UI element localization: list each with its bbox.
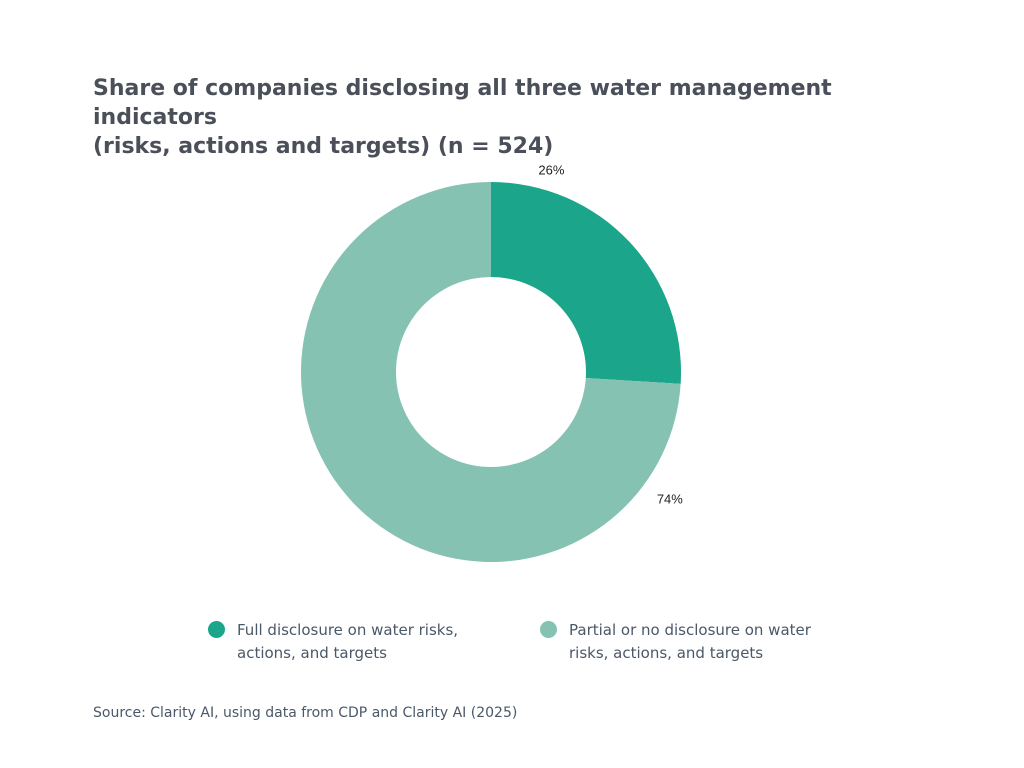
legend-item-full-disclosure: Full disclosure on water risks, actions,… xyxy=(208,619,458,665)
slice-value-label-full-disclosure: 26% xyxy=(538,163,564,178)
donut-slice-full-disclosure xyxy=(491,182,681,384)
chart-title: Share of companies disclosing all three … xyxy=(93,76,832,159)
slice-value-label-partial-disclosure: 74% xyxy=(657,491,683,506)
legend-item-partial-disclosure: Partial or no disclosure on water risks,… xyxy=(540,619,811,665)
legend-label-full-disclosure-line1: Full disclosure on water risks, xyxy=(237,621,459,639)
legend-swatch-partial-disclosure xyxy=(540,621,557,638)
legend-label-full-disclosure: Full disclosure on water risks, actions,… xyxy=(237,619,458,665)
legend-label-full-disclosure-line2: actions, and targets xyxy=(237,644,387,662)
legend-swatch-full-disclosure xyxy=(208,621,225,638)
donut-slice-partial-disclosure xyxy=(301,182,681,563)
legend-label-partial-disclosure-line1: Partial or no disclosure on water xyxy=(569,621,811,639)
chart-legend: Full disclosure on water risks, actions,… xyxy=(208,619,908,669)
legend-label-partial-disclosure: Partial or no disclosure on water risks,… xyxy=(569,619,811,665)
legend-label-partial-disclosure-line2: risks, actions, and targets xyxy=(569,644,764,662)
source-note: Source: Clarity AI, using data from CDP … xyxy=(93,705,518,721)
